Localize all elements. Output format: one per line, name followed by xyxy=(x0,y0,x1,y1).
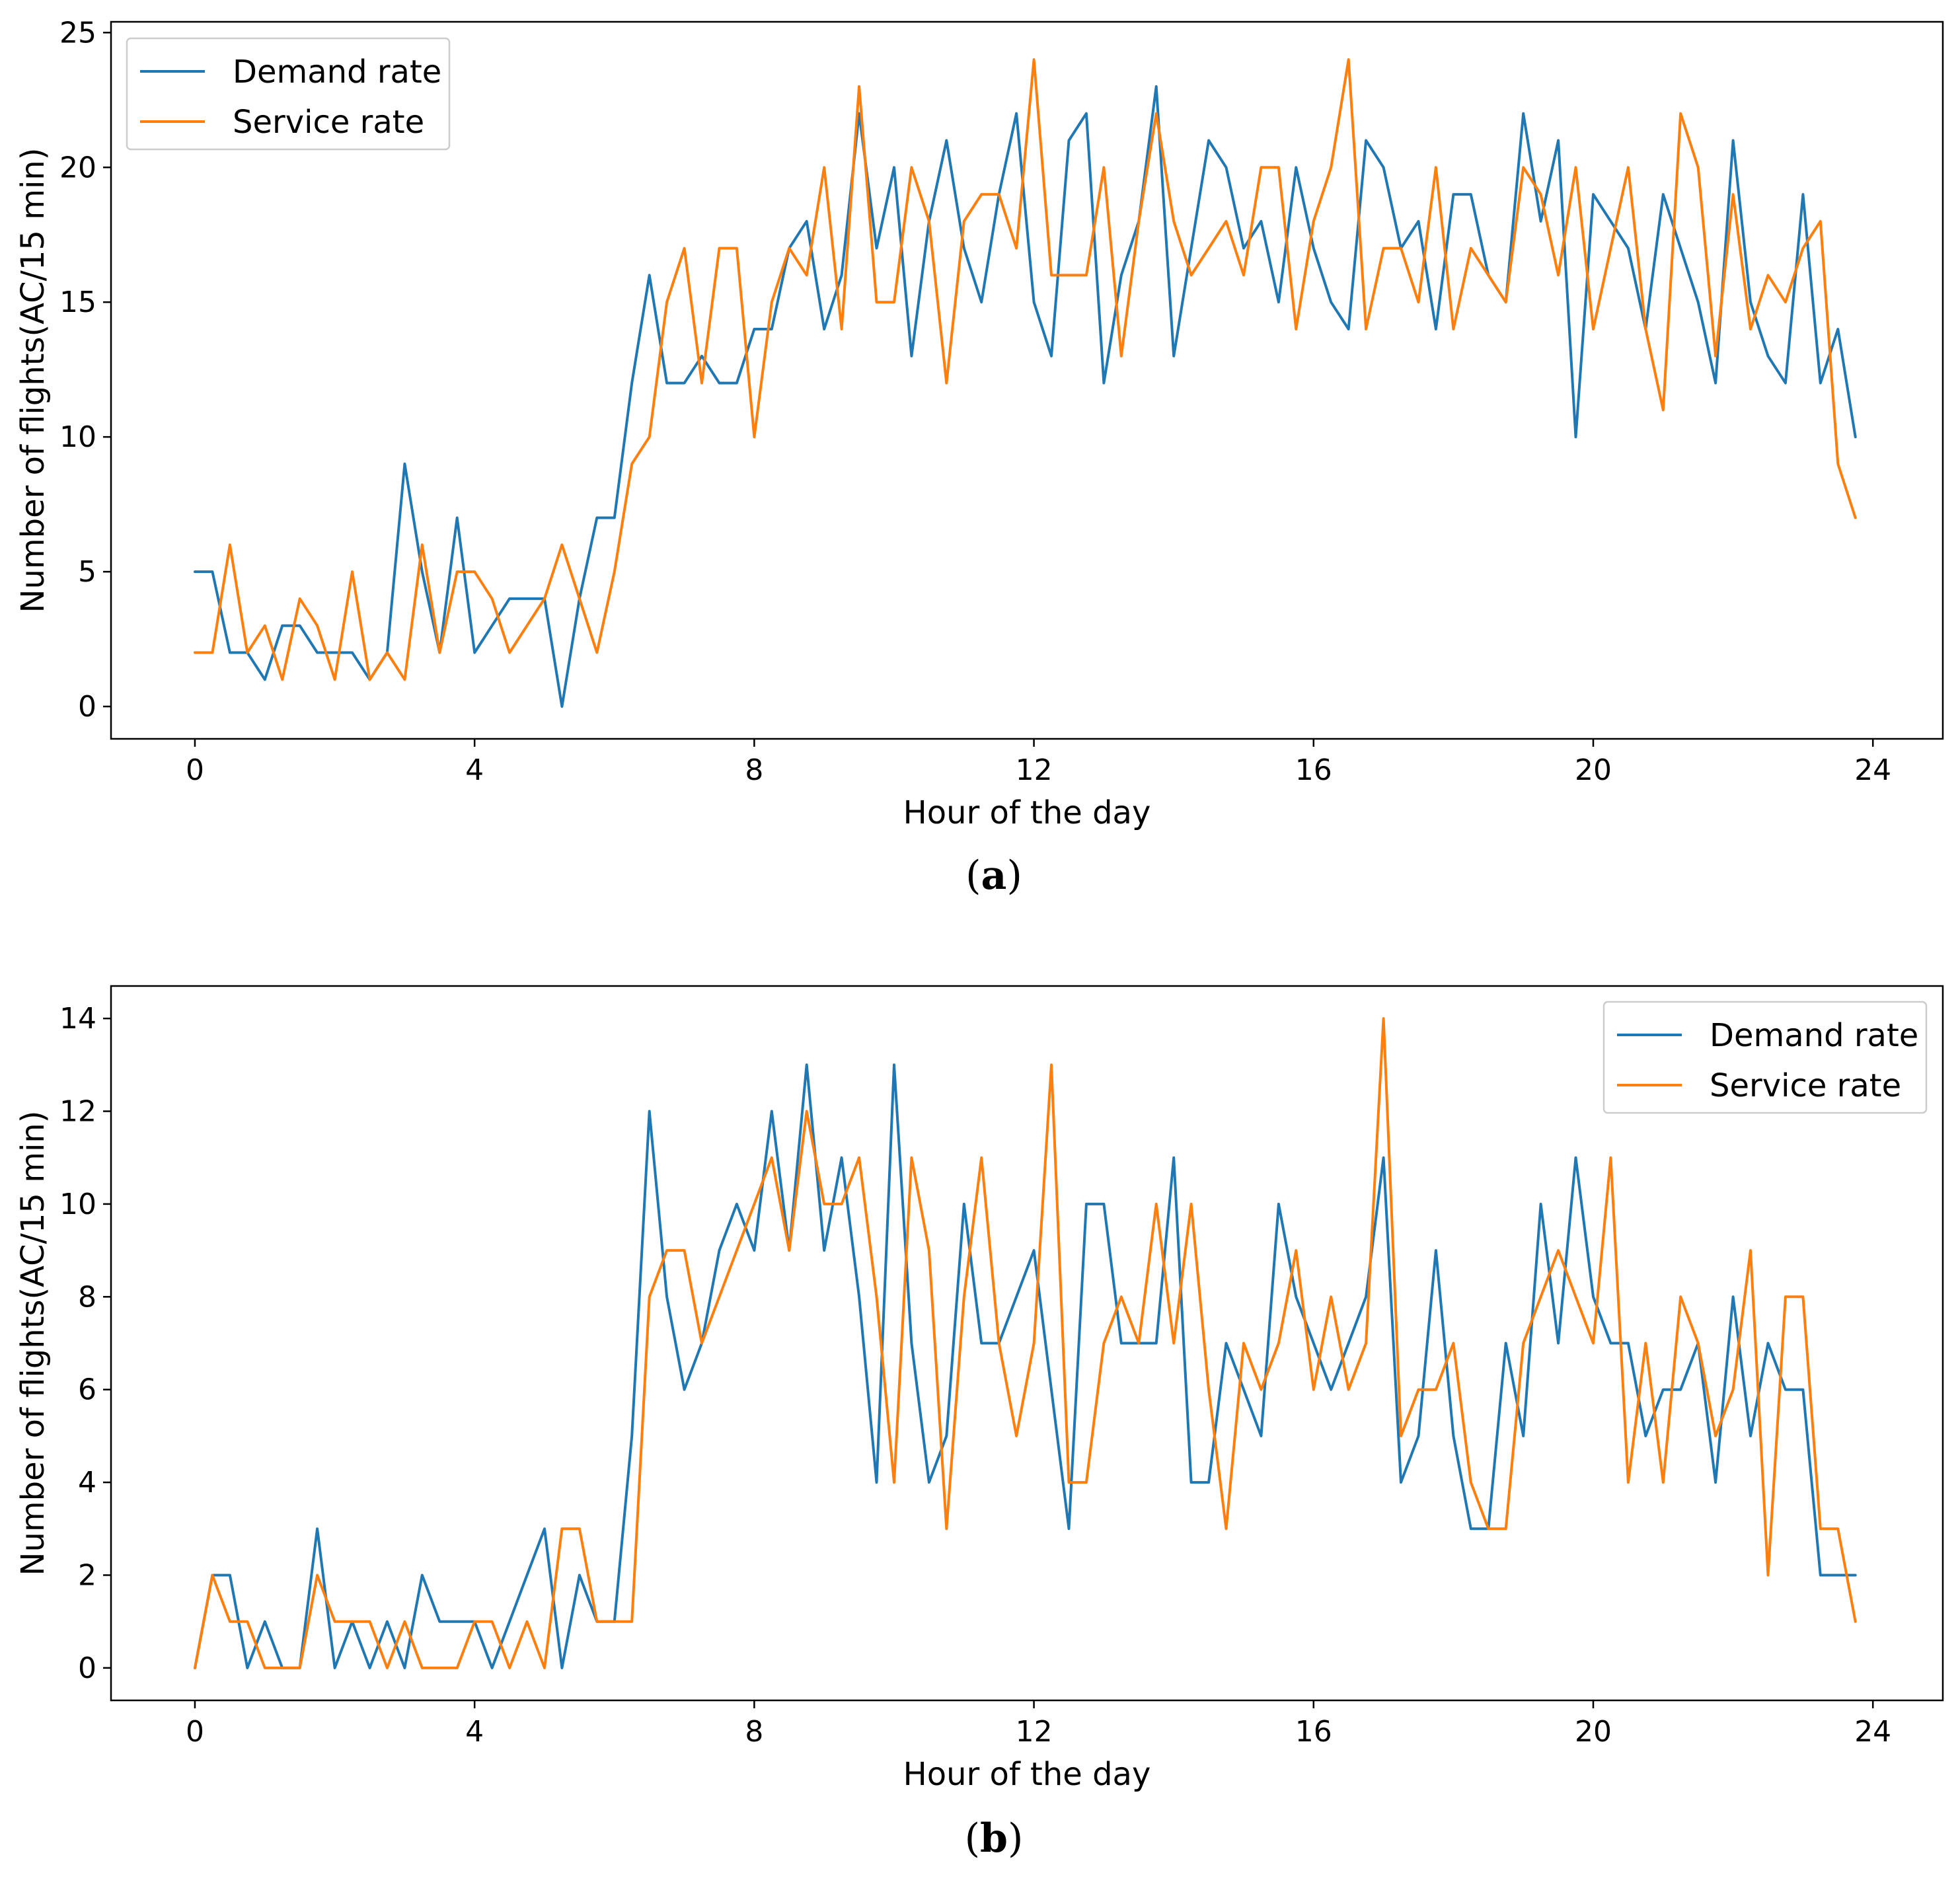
x-tick-label: 12 xyxy=(1016,753,1053,787)
x-tick-label: 0 xyxy=(186,753,204,787)
legend-label-demand: Demand rate xyxy=(1710,1017,1918,1054)
x-axis-label: Hour of the day xyxy=(903,1756,1151,1793)
x-tick-label: 0 xyxy=(186,1715,204,1749)
x-tick-label: 8 xyxy=(745,1715,763,1749)
y-tick-label: 10 xyxy=(59,1188,96,1221)
x-tick-label: 16 xyxy=(1295,1715,1332,1749)
y-tick-label: 12 xyxy=(59,1095,96,1129)
series-line-service xyxy=(194,58,1857,681)
x-tick-label: 24 xyxy=(1854,753,1891,787)
series-line-demand xyxy=(194,85,1857,708)
legend-box xyxy=(1602,1001,1928,1114)
y-tick-label: 14 xyxy=(59,1002,96,1036)
x-tick-label: 16 xyxy=(1295,753,1332,787)
y-tick-label: 10 xyxy=(59,420,96,454)
plot-frame xyxy=(110,985,1944,1702)
plot-frame xyxy=(110,20,1944,740)
panel-label: (b) xyxy=(965,1815,1024,1862)
x-tick-label: 8 xyxy=(745,753,763,787)
x-tick-label: 12 xyxy=(1016,1715,1053,1749)
x-tick-label: 20 xyxy=(1575,1715,1612,1749)
legend-box xyxy=(126,37,451,151)
y-tick-label: 25 xyxy=(59,16,96,50)
series-line-service xyxy=(194,1017,1857,1669)
y-tick-label: 5 xyxy=(78,555,96,589)
legend-label-service: Service rate xyxy=(233,104,424,141)
x-tick-label: 4 xyxy=(465,753,484,787)
y-tick-label: 20 xyxy=(59,151,96,184)
y-tick-label: 2 xyxy=(78,1558,96,1592)
y-tick-label: 15 xyxy=(59,285,96,319)
legend: Demand rate Service rate xyxy=(126,37,451,151)
y-tick-label: 6 xyxy=(78,1373,96,1407)
y-tick-label: 8 xyxy=(78,1280,96,1314)
panel-label-letter: a xyxy=(981,853,1007,899)
y-axis-label: Number of flights(AC/15 min) xyxy=(15,1111,52,1576)
x-tick-label: 24 xyxy=(1854,1715,1891,1749)
y-tick-label: 0 xyxy=(78,1651,96,1685)
panel-label-letter: b xyxy=(980,1815,1008,1862)
y-tick-label: 4 xyxy=(78,1466,96,1499)
y-tick-label: 0 xyxy=(78,690,96,724)
legend-label-demand: Demand rate xyxy=(233,54,441,91)
legend: Demand rate Service rate xyxy=(1602,1001,1928,1114)
series-line-demand xyxy=(194,1063,1857,1669)
y-axis-label: Number of flights(AC/15 min) xyxy=(15,148,52,613)
x-tick-label: 20 xyxy=(1575,753,1612,787)
x-axis-label: Hour of the day xyxy=(903,794,1151,831)
x-tick-label: 4 xyxy=(465,1715,484,1749)
chart-panel-a: 0 4 8 12 16 20 24 0 5 10 15 20 25 Hour of the day Numb… xyxy=(15,16,1944,899)
legend-label-service: Service rate xyxy=(1710,1067,1901,1104)
panel-label: (a) xyxy=(965,853,1022,899)
